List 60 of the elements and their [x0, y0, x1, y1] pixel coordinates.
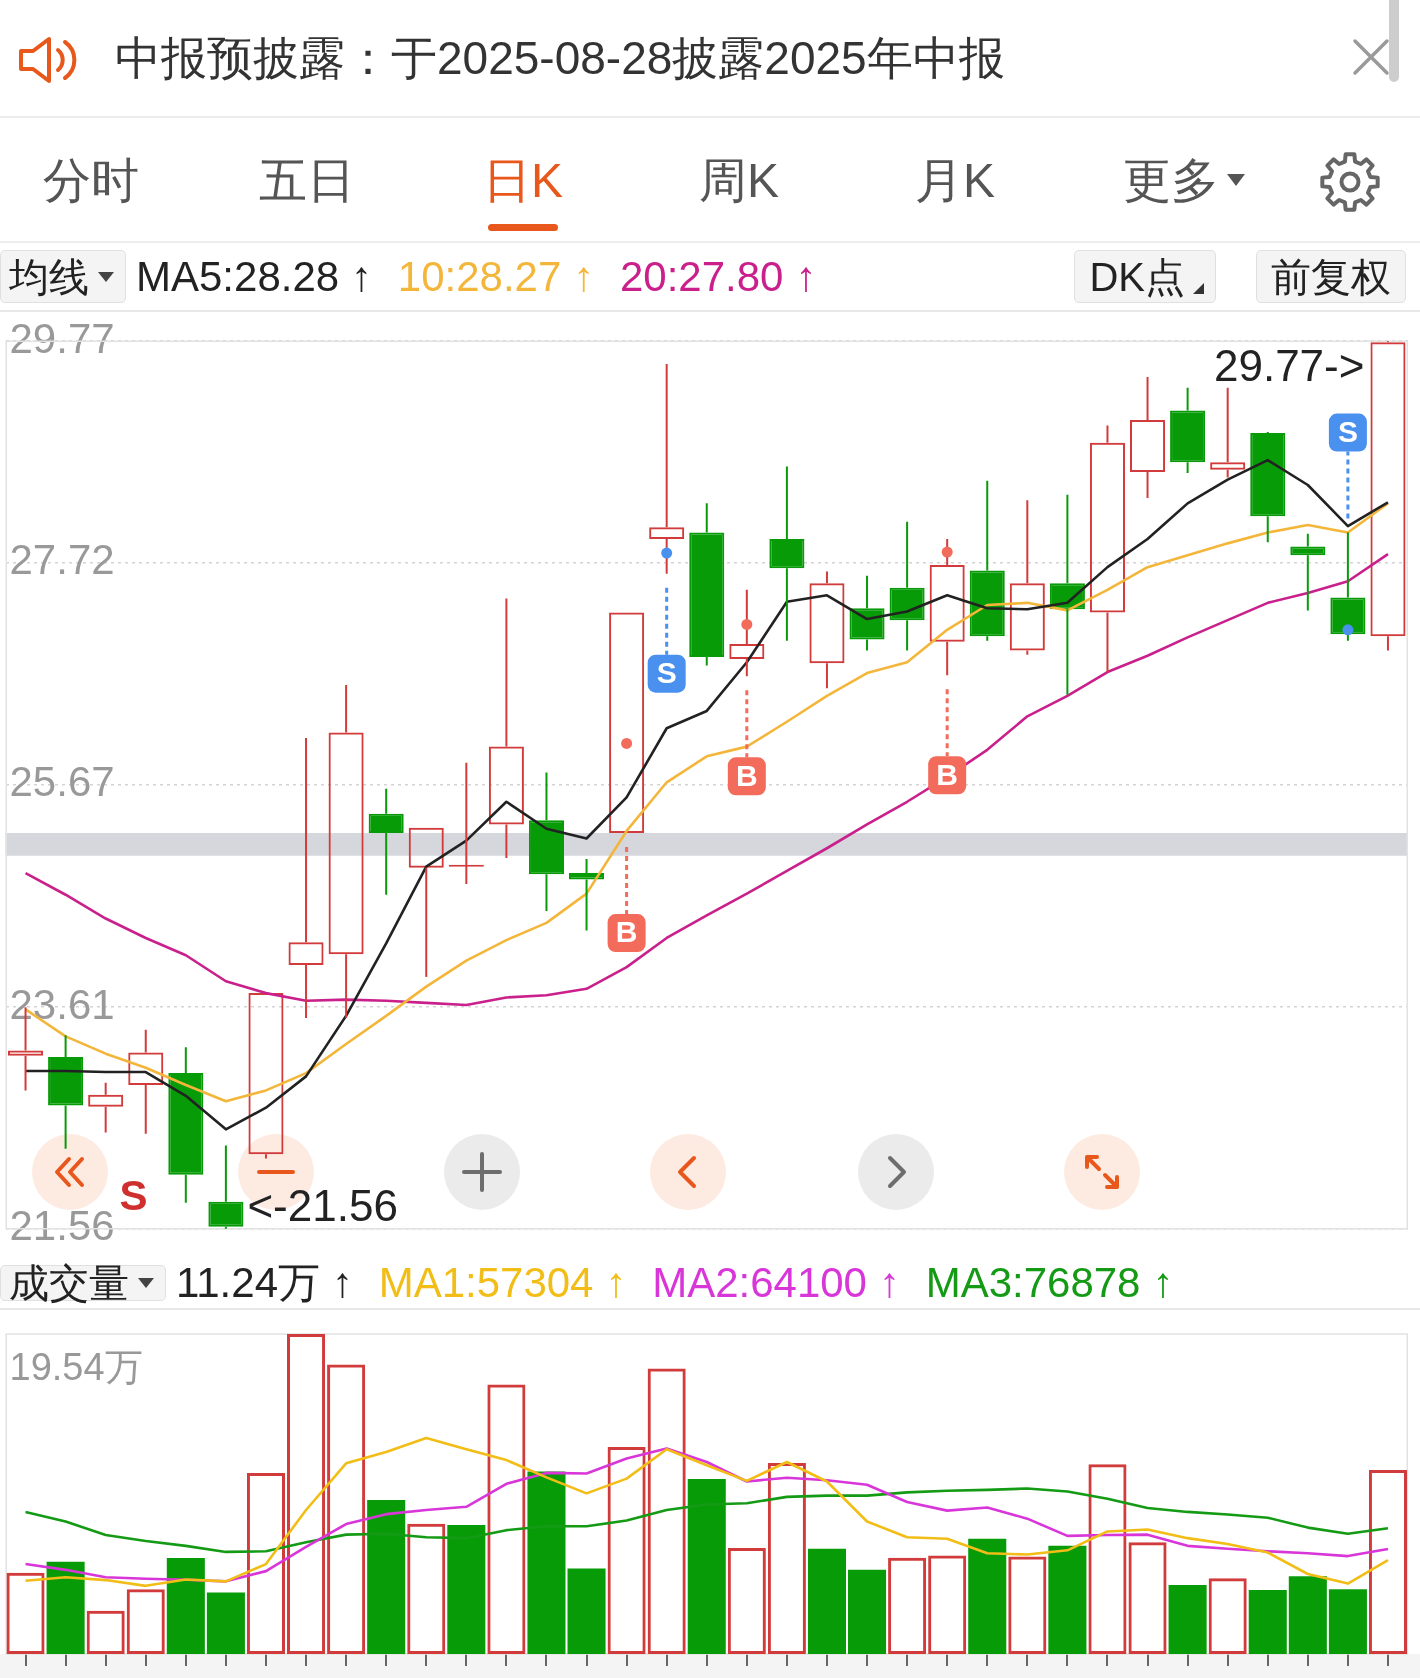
candlestick: [689, 502, 725, 667]
bar: [1328, 1589, 1367, 1654]
bar: [206, 1592, 245, 1654]
y-tick-label: 21.56: [9, 1202, 115, 1250]
bar: [1168, 1584, 1207, 1654]
text: S: [656, 655, 677, 689]
text: 更多: [1123, 154, 1219, 207]
text: 20:27.80 ↑: [619, 252, 817, 300]
text: 10:28.27 ↑: [397, 252, 594, 300]
point: [1342, 624, 1354, 636]
bar: [848, 1569, 887, 1654]
text: B: [735, 758, 758, 792]
y-tick-label: 27.72: [9, 536, 115, 584]
dropdown-button: 均线: [0, 250, 126, 303]
bar: [807, 1548, 846, 1654]
annotation: <-21.56: [247, 1180, 398, 1230]
bar: [1288, 1576, 1327, 1654]
bar: [46, 1561, 85, 1654]
text: 11.24万 ↑: [176, 1259, 353, 1306]
text: MA1:57304 ↑: [378, 1259, 627, 1306]
y-tick-label: 29.77: [9, 314, 115, 362]
text: S: [1337, 414, 1358, 448]
point: [941, 546, 953, 558]
candlestick: [528, 771, 564, 912]
text: 月K: [915, 154, 996, 207]
text: MA5:28.28 ↑: [136, 252, 372, 300]
candlestick: [208, 1144, 244, 1230]
candlestick: [48, 1034, 84, 1150]
point: [741, 618, 753, 630]
y-tick-label: 23.61: [9, 980, 115, 1028]
bar: [1048, 1545, 1087, 1654]
annotation: 29.77->: [1213, 341, 1365, 391]
annotation: 19.54万: [9, 1346, 143, 1389]
candlestick: [1330, 531, 1366, 642]
text: 五日: [259, 154, 355, 207]
point: [661, 547, 673, 559]
text: 日K: [483, 154, 564, 207]
text: B: [615, 915, 638, 949]
text: MA3:76878 ↑: [925, 1259, 1174, 1306]
text: B: [936, 757, 959, 791]
y-tick-label: 25.67: [9, 758, 115, 806]
candlestick: [849, 574, 885, 652]
candlestick: [569, 858, 605, 932]
text: MA2:64100 ↑: [652, 1259, 900, 1306]
candlestick: [368, 787, 404, 896]
text: 中报预披露：于2025-08-28披露2025年中报: [115, 32, 1005, 84]
candlestick: [168, 1046, 204, 1204]
candlestick: [769, 465, 805, 642]
candlestick: [969, 479, 1005, 642]
text: 分时: [43, 154, 139, 207]
point: [621, 737, 633, 749]
button: DK点: [1074, 250, 1216, 303]
bar: [166, 1558, 205, 1654]
text: 周K: [699, 154, 780, 207]
candlestick: [1170, 386, 1206, 475]
bar: [567, 1568, 606, 1654]
bar: [968, 1538, 1007, 1654]
button: 前复权: [1256, 250, 1406, 303]
annotation: S: [119, 1172, 148, 1220]
bar: [1248, 1590, 1287, 1654]
